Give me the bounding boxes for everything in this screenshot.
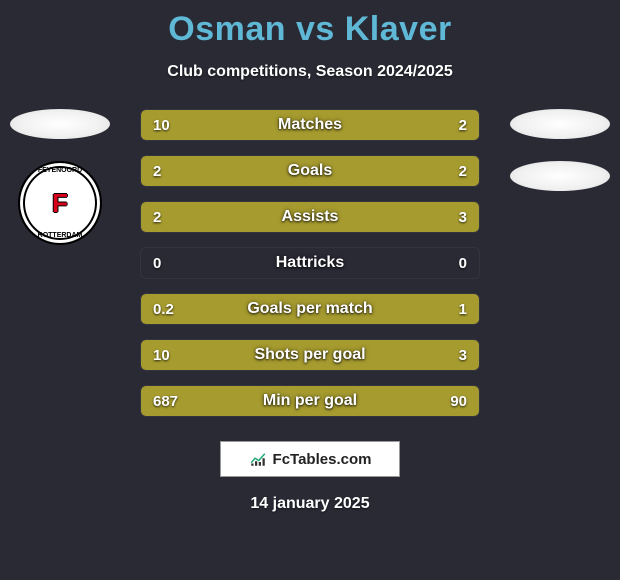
footer-brand: FcTables.com — [220, 441, 400, 477]
stat-bars: 102Matches 22Goals 23Assists 0 0Hattricks 0.2… — [140, 109, 480, 417]
right-avatar-placeholder-2 — [510, 161, 610, 191]
stat-row: 0 0Hattricks — [140, 247, 480, 279]
bar-fill-right — [276, 202, 479, 232]
right-player-column — [500, 109, 620, 191]
comparison-panel: FEYENOORD ROTTERDAM F 102Matches 22Goals 2… — [0, 109, 620, 417]
bar-fill-right — [198, 294, 479, 324]
bar-fill-left — [141, 110, 422, 140]
bar-fill-left — [141, 340, 401, 370]
stat-value-right: 0 — [459, 248, 467, 278]
stat-row: 22Goals — [140, 155, 480, 187]
stat-value-left: 0 — [153, 248, 161, 278]
bar-fill-right — [401, 340, 479, 370]
bar-fill-left — [141, 202, 276, 232]
subtitle: Club competitions, Season 2024/2025 — [0, 63, 620, 81]
footer-brand-text: FcTables.com — [273, 451, 372, 468]
stat-label: Hattricks — [141, 248, 479, 278]
right-avatar-placeholder-1 — [510, 109, 610, 139]
chart-icon — [249, 450, 267, 468]
left-avatar-placeholder — [10, 109, 110, 139]
bar-fill-left — [141, 294, 198, 324]
left-club-crest: FEYENOORD ROTTERDAM F — [18, 161, 102, 245]
crest-ring-top: FEYENOORD — [20, 167, 100, 174]
crest-letter: F — [34, 177, 86, 229]
stat-row: 103Shots per goal — [140, 339, 480, 371]
page-title: Osman vs Klaver — [0, 0, 620, 49]
stat-row: 68790Min per goal — [140, 385, 480, 417]
crest-ring-bottom: ROTTERDAM — [20, 232, 100, 239]
bar-fill-right — [438, 386, 479, 416]
stat-row: 0.21Goals per match — [140, 293, 480, 325]
stat-row: 23Assists — [140, 201, 480, 233]
bar-fill-right — [310, 156, 479, 186]
date-label: 14 january 2025 — [0, 495, 620, 513]
bar-fill-left — [141, 386, 438, 416]
bar-fill-left — [141, 156, 310, 186]
bar-fill-right — [422, 110, 479, 140]
left-player-column: FEYENOORD ROTTERDAM F — [0, 109, 120, 245]
stat-row: 102Matches — [140, 109, 480, 141]
